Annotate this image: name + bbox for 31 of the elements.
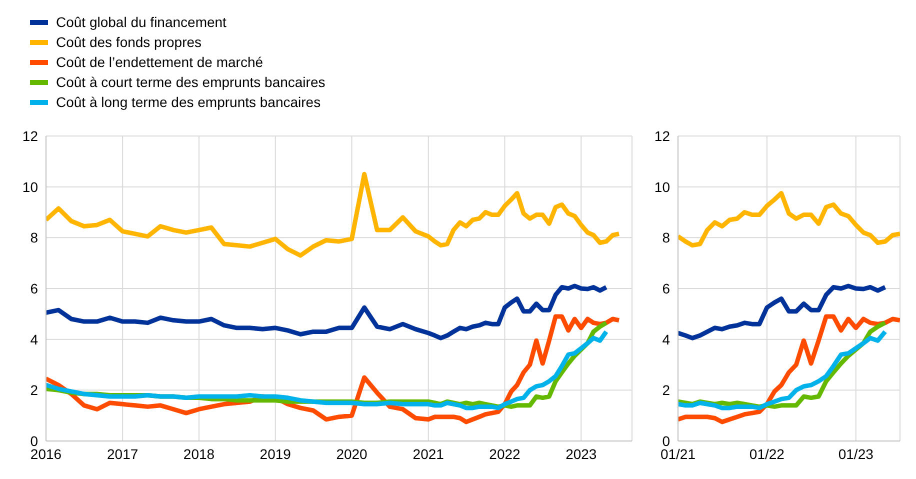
y-tick-label: 4 <box>30 331 38 348</box>
x-tick-label: 2021 <box>412 446 444 462</box>
y-tick-label: 6 <box>662 280 670 296</box>
y-tick-label: 8 <box>662 230 670 246</box>
x-tick-label: 2023 <box>566 446 597 462</box>
line-series <box>678 314 900 424</box>
y-tick-label: 12 <box>22 128 38 144</box>
y-tick-label: 8 <box>30 230 38 246</box>
line-series <box>46 284 609 340</box>
x-tick-label: 2019 <box>260 446 292 462</box>
x-tick-label: 2020 <box>336 446 368 462</box>
legend-label: Coût global du financement <box>56 14 226 30</box>
x-tick-label: 01/23 <box>838 446 874 462</box>
y-tick-label: 12 <box>654 128 670 144</box>
y-tick-label: 10 <box>22 178 38 195</box>
line-series <box>678 284 888 340</box>
y-tick-label: 6 <box>30 280 38 296</box>
x-tick-label: 2017 <box>107 446 138 462</box>
legend-label: Coût à long terme des emprunts bancaires <box>56 94 321 110</box>
x-tick-label: 01/22 <box>749 446 785 462</box>
y-tick-label: 2 <box>662 382 670 398</box>
line-series <box>678 190 900 248</box>
legend-label: Coût de l’endettement de marché <box>56 54 264 70</box>
legend-label: Coût des fonds propres <box>56 34 202 50</box>
legend-label: Coût à court terme des emprunts bancaires <box>56 74 326 90</box>
x-tick-label: 2018 <box>183 446 215 462</box>
x-tick-label: 2022 <box>489 446 521 462</box>
y-tick-label: 2 <box>30 382 38 398</box>
line-series <box>46 172 622 258</box>
y-tick-label: 10 <box>654 178 670 195</box>
y-tick-label: 4 <box>662 331 670 348</box>
